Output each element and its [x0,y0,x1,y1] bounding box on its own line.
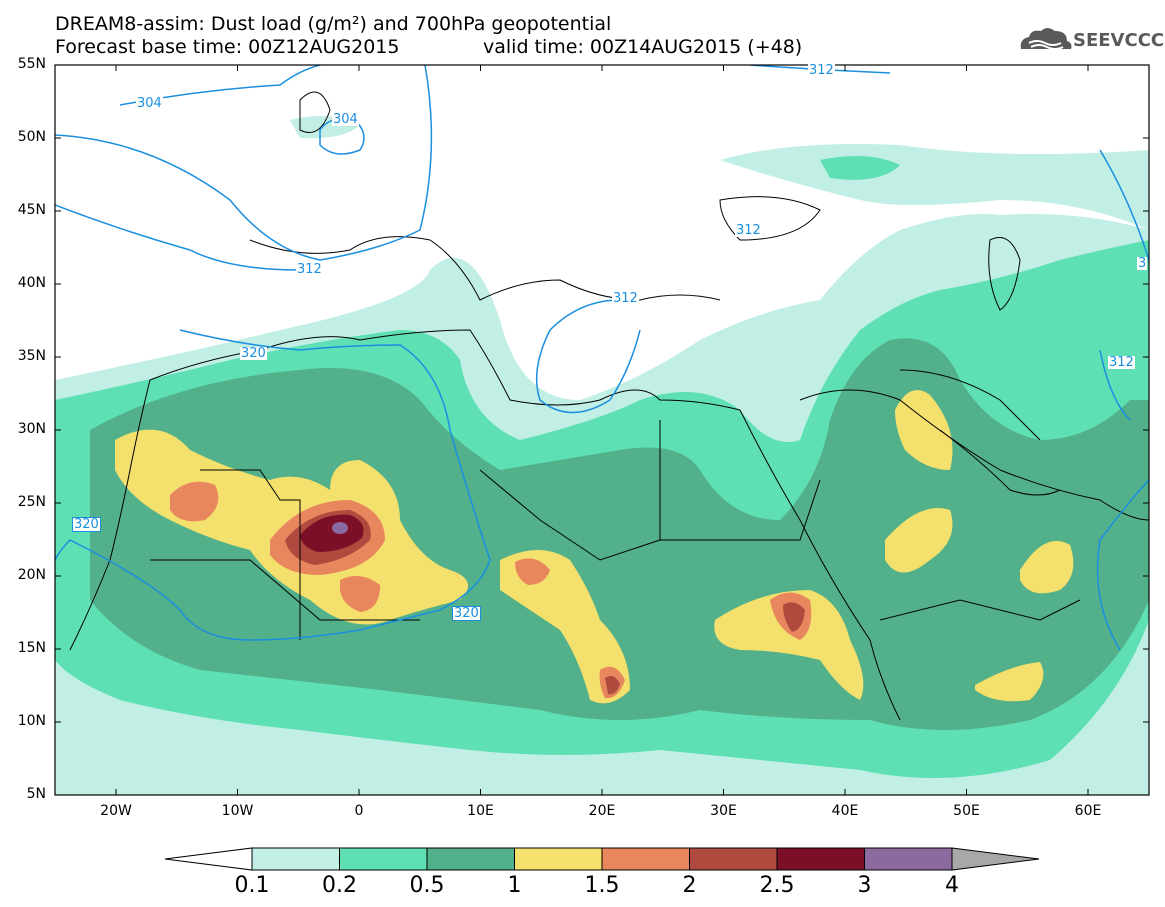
contour-312-west [55,204,301,271]
colorbar-label: 2 [682,873,697,898]
colorbar-label: 1.5 [584,873,620,898]
latitude-label: 15N [17,640,46,656]
colorbar-label: 3 [857,873,872,898]
border-6 [879,599,1081,621]
colorbar-swatch [251,847,340,871]
border-1 [200,469,301,640]
colorbar-swatch [601,847,690,871]
contour-320-north [55,329,491,641]
dust-field-bin6-b [783,602,805,632]
contour-label: 304 [136,96,163,111]
colorbar-label: 0.5 [409,873,445,898]
dust-field [55,116,1149,795]
seevccc-logo-icon [1020,28,1072,50]
dust-field-bin4-east [714,590,864,700]
dust-field-bin4-yemen [975,662,1044,702]
dust-field-bin8 [332,522,348,534]
contour-label: 312 [1108,355,1135,370]
contour-label: 312 [296,262,323,277]
colorbar-swatch [339,847,428,871]
colorbar-swatch [776,847,865,871]
latitude-label: 50N [17,129,46,145]
valid-time: valid time: 00Z14AUG2015 (+48) [483,36,803,58]
contour-312-greece [535,299,641,414]
dust-field-bin4-gulf [895,390,953,470]
colorbar-swatch [689,847,778,871]
coast-persiangulf [939,429,1061,496]
longitude-label: 50E [953,803,980,819]
map-title: DREAM8-assim: Dust load (g/m²) and 700hP… [55,13,612,35]
longitude-label: 40E [831,803,859,819]
dust-field-bin5-d [515,558,550,585]
colorbar-left-arrow [164,847,253,871]
geopotential-contours [55,65,1149,651]
coast-blacksea [719,196,821,241]
latitude-label: 30N [17,421,46,437]
colorbar-right-arrow [951,847,1040,871]
colorbar-swatch [426,847,515,871]
latitude-label: 20N [17,567,46,583]
contour-label: 320 [240,346,267,361]
logo-text: SEEVCCC [1073,30,1165,51]
longitude-label: 10W [221,803,254,819]
coast-arabia [799,389,1149,521]
coast-europe [249,236,721,301]
contour-312-east2 [1099,349,1131,421]
longitude-label: 30E [710,803,737,819]
coast-redsea [739,409,901,721]
dust-field-bin4-oman [1020,540,1074,594]
border-5 [150,559,420,621]
latitude-label: 35N [17,348,46,364]
latitude-label: 10N [17,713,46,729]
contour-label: 312 [735,223,762,238]
border-3 [660,479,821,541]
forecast-base-time: Forecast base time: 00Z12AUG2015 [55,36,400,58]
contour-312-north [55,65,433,261]
coast-africa-west [69,379,151,651]
contour-label: 312 [808,63,835,78]
latitude-label: 5N [26,786,46,802]
contour-312-east [1099,149,1149,261]
colorbar-swatch [864,847,953,871]
contour-label: 304 [332,112,359,127]
dust-field-bin5-a [170,481,219,522]
longitude-label: 20E [588,803,616,819]
longitude-label: 60E [1074,803,1102,819]
colorbar-label: 4 [945,873,959,898]
latitude-label: 40N [17,275,46,291]
coast-britain [299,91,331,133]
colorbar [164,847,1040,871]
border-2 [479,420,661,561]
contour-label: 320 [72,517,101,532]
colorbar-label: 1 [507,873,522,898]
latitude-label: 45N [17,202,46,218]
coast-caspian [988,237,1021,311]
colorbar-label: 0.1 [234,873,270,898]
contour-320-east [1096,479,1149,651]
contour-label: 312 [612,291,639,306]
dust-field-bin3 [90,338,1149,730]
contour-label: 3 [1137,256,1148,271]
border-4 [899,369,1041,441]
dust-field-bin4-arabia [885,508,953,573]
longitude-label: 0 [354,803,364,819]
longitude-label: 20W [100,803,132,819]
dust-field-bin5-c [340,576,380,612]
colorbar-label: 2.5 [759,873,795,898]
dust-field-bin7 [300,514,364,552]
colorbar-swatch [514,847,603,871]
longitude-label: 10E [467,803,494,819]
latitude-label: 55N [17,56,46,72]
dust-field-bin6-c [605,676,620,695]
colorbar-label: 0.2 [322,873,357,898]
axis-ticks [55,64,1149,796]
latitude-label: 25N [17,494,46,510]
contour-label: 320 [452,606,481,621]
dust-field-bin4-central [500,550,630,704]
dust-field-bin2-north [820,156,900,180]
